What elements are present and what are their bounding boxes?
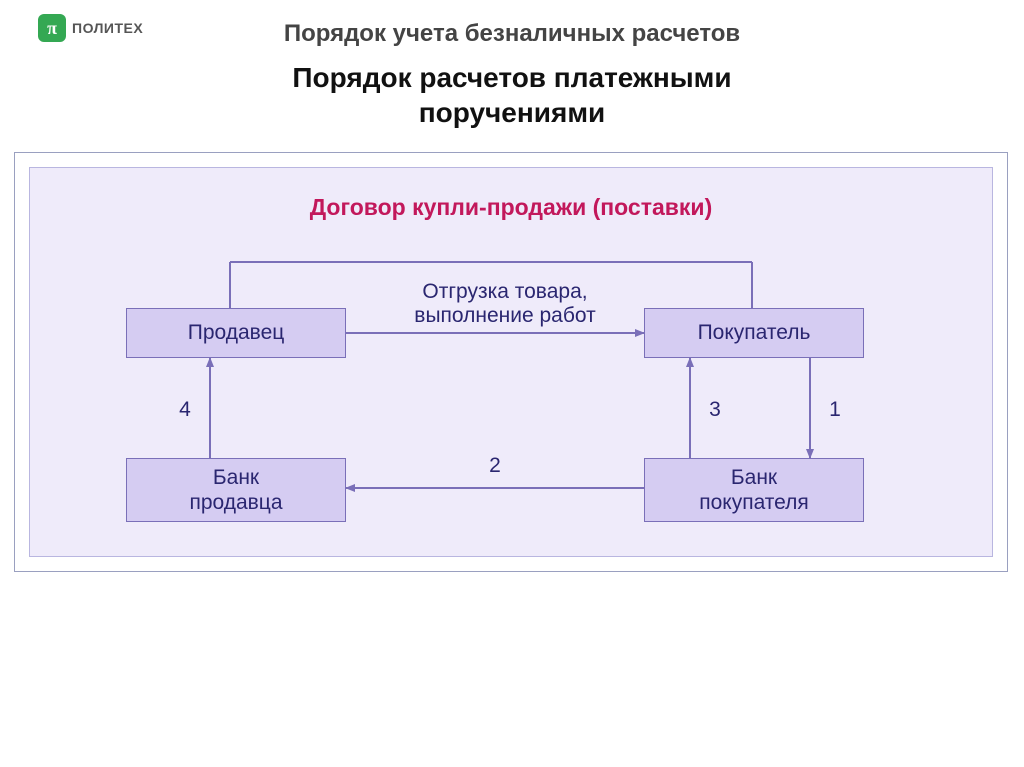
edge-label-3: 3 (700, 398, 730, 422)
node-seller-bank-line1: Банк (213, 466, 259, 489)
node-seller-label: Продавец (188, 320, 285, 345)
node-seller-bank: Банк продавца (126, 458, 346, 522)
edge-label-shipment-l1: Отгрузка товара, (422, 280, 587, 303)
slide-subtitle: Порядок расчетов платежными поручениями (0, 60, 1024, 130)
slide: π ПОЛИТЕХ Порядок учета безналичных расч… (0, 0, 1024, 767)
edge-label-2: 2 (480, 454, 510, 478)
node-seller: Продавец (126, 308, 346, 358)
edge-label-1: 1 (820, 398, 850, 422)
diagram-title: Договор купли-продажи (поставки) (30, 194, 992, 221)
edge-label-shipment-l2: выполнение работ (414, 304, 595, 327)
subtitle-line-2: поручениями (419, 97, 606, 128)
node-buyer-bank-label: Банк покупателя (699, 465, 809, 515)
node-buyer-label: Покупатель (698, 320, 811, 345)
node-buyer: Покупатель (644, 308, 864, 358)
edge-label-shipment: Отгрузка товара, выполнение работ (390, 280, 620, 328)
node-seller-bank-label: Банк продавца (189, 465, 282, 515)
subtitle-line-1: Порядок расчетов платежными (292, 62, 731, 93)
slide-title: Порядок учета безналичных расчетов (0, 20, 1024, 48)
node-buyer-bank-line2: покупателя (699, 491, 809, 514)
diagram-outer-frame: Договор купли-продажи (поставки) Продаве… (14, 152, 1008, 572)
node-seller-bank-line2: продавца (189, 491, 282, 514)
node-buyer-bank: Банк покупателя (644, 458, 864, 522)
diagram-canvas: Договор купли-продажи (поставки) Продаве… (29, 167, 993, 557)
node-buyer-bank-line1: Банк (731, 466, 777, 489)
edge-label-4: 4 (170, 398, 200, 422)
